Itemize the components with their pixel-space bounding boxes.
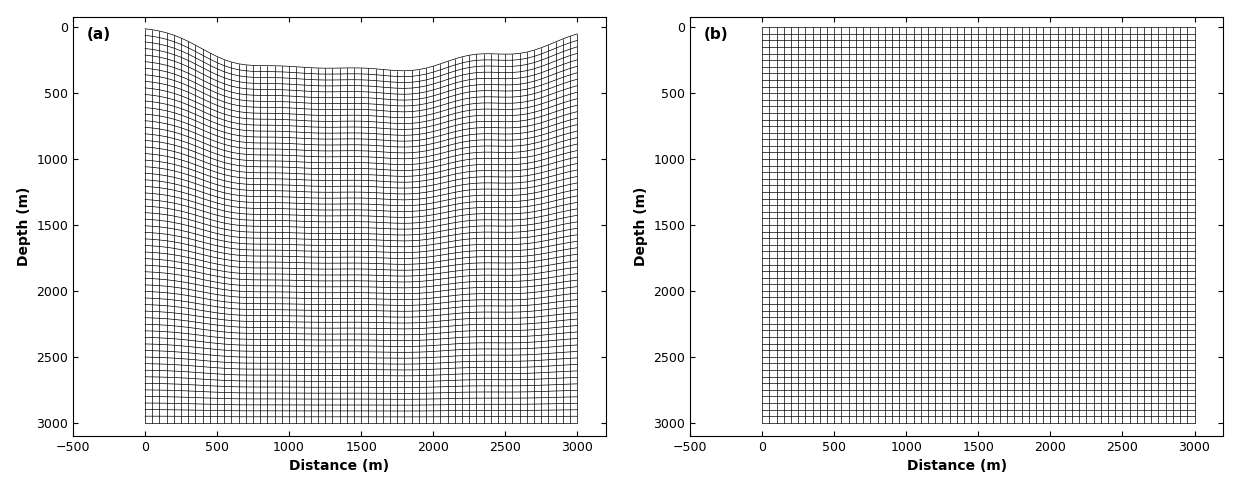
Text: (a): (a) [87,27,110,42]
Y-axis label: Depth (m): Depth (m) [16,187,31,266]
X-axis label: Distance (m): Distance (m) [906,459,1007,473]
Y-axis label: Depth (m): Depth (m) [634,187,647,266]
X-axis label: Distance (m): Distance (m) [289,459,389,473]
Text: (b): (b) [703,27,728,42]
